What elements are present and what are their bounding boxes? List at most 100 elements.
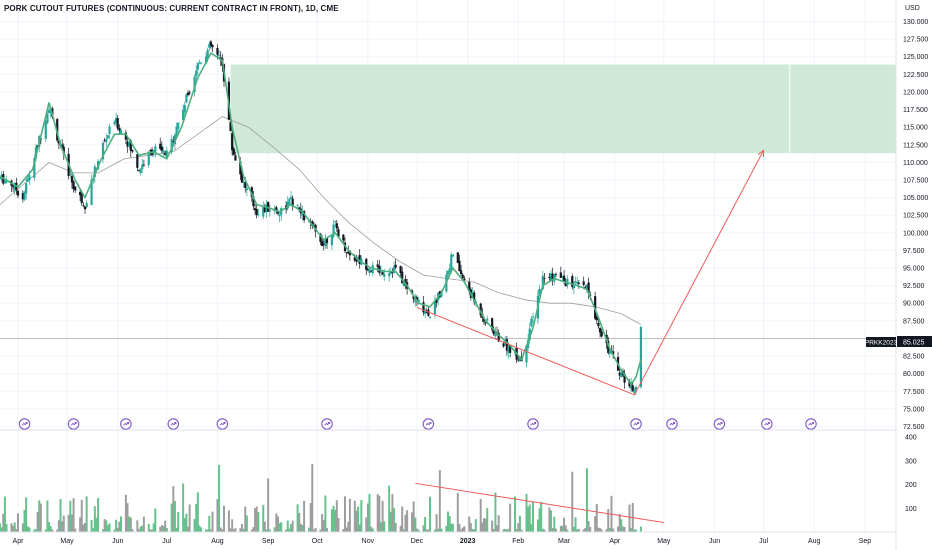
x-tick-label: May	[60, 538, 74, 545]
candle-body	[383, 274, 386, 277]
candle-body	[402, 281, 405, 286]
volume-bar	[0, 527, 3, 532]
candle-body	[597, 323, 600, 327]
candle-body	[417, 299, 420, 303]
volume-bar	[97, 497, 100, 532]
volume-bar	[589, 527, 592, 532]
candle-body	[335, 223, 338, 229]
event-marker-icon	[805, 418, 817, 430]
candle-body	[608, 350, 611, 354]
event-marker-icon	[167, 418, 180, 430]
volume-bar	[337, 518, 340, 532]
candle-body	[612, 351, 615, 355]
candle-body	[321, 240, 324, 246]
candle-body	[424, 310, 427, 314]
candle-body	[3, 180, 7, 184]
currency-label: USD	[905, 5, 920, 12]
event-marker-glyph	[219, 421, 226, 426]
candle-body	[229, 121, 232, 132]
candle-body	[147, 151, 150, 166]
volume-bar	[438, 470, 441, 532]
volume-bar	[13, 522, 16, 532]
x-tick-label: Aug	[211, 538, 224, 545]
event-marker-glyph	[70, 421, 77, 426]
projection-arrow[interactable]	[633, 149, 765, 396]
y-tick-label: 130.000	[903, 19, 928, 26]
candle-body	[628, 381, 631, 387]
volume-bar	[285, 529, 288, 532]
volume-bar	[532, 501, 535, 532]
candle-body	[330, 235, 334, 246]
candle-body	[491, 318, 494, 330]
volume-bar	[437, 528, 440, 532]
volume-bar	[141, 525, 144, 532]
volume-bar	[427, 529, 430, 532]
volume-bar	[450, 523, 453, 532]
candle-body	[571, 276, 574, 287]
volume-bar	[473, 529, 476, 532]
candle-body	[548, 277, 551, 279]
candle-body	[263, 206, 266, 212]
volume-bar	[528, 504, 531, 532]
volume-bar	[46, 500, 49, 532]
volume-bar	[571, 471, 574, 532]
candle-body	[129, 140, 132, 151]
x-tick-label: Nov	[362, 538, 375, 545]
price-tag: 85.025	[897, 336, 932, 347]
y-tick-label: 77.500	[903, 389, 925, 396]
volume-bar	[223, 505, 225, 532]
volume-bar	[399, 525, 402, 532]
x-tick-label: Dec	[411, 538, 424, 545]
volume-bar	[245, 515, 248, 532]
time-axis[interactable]: Apr May Jun Jul Aug Sep Oct Nov Dec 2023 Feb Mar Apr…	[0, 531, 896, 545]
candle-body	[389, 271, 392, 274]
x-tick-label: Jun	[112, 538, 123, 545]
volume-bar	[26, 526, 29, 532]
candle-body	[576, 281, 579, 284]
volume-bar	[383, 521, 386, 532]
event-marker-icon	[527, 418, 539, 430]
volume-bar	[335, 500, 338, 532]
x-tick-label: Apr	[13, 538, 25, 545]
volume-bar	[366, 503, 369, 532]
candle-body	[468, 282, 471, 292]
candle-body	[186, 92, 190, 95]
candle-body	[79, 191, 82, 196]
volume-bar	[314, 528, 317, 532]
candle-body	[105, 138, 108, 143]
volume-bar	[12, 525, 15, 532]
candle-body	[527, 339, 530, 348]
x-tick-label: Jul	[759, 538, 768, 545]
support-line[interactable]	[416, 307, 635, 396]
candle-body	[141, 164, 144, 169]
candle-body	[528, 328, 531, 340]
volume-bar	[170, 503, 173, 532]
volume-bar	[551, 528, 554, 532]
candle-body	[366, 269, 369, 271]
volume-bar	[263, 521, 266, 532]
volume-bar	[200, 527, 203, 532]
volume-bar	[378, 495, 381, 532]
volume-bar	[137, 529, 140, 532]
volume-bar	[301, 525, 304, 532]
volume-bar	[497, 515, 500, 532]
volume-bar	[618, 514, 621, 532]
event-marker-glyph	[808, 421, 815, 426]
volume-bar	[291, 520, 294, 532]
candle-body	[267, 201, 270, 212]
x-tick-label: Sep	[859, 538, 872, 545]
volume-bar	[69, 500, 72, 532]
volume-bar	[188, 504, 191, 532]
x-tick-label: Jun	[709, 538, 720, 545]
volume-bar	[0, 523, 1, 532]
volume-bar	[621, 526, 624, 532]
volume-bar	[268, 529, 271, 532]
event-marker-glyph	[170, 421, 177, 426]
volume-trend-line[interactable]	[415, 482, 664, 523]
volume-bar	[113, 529, 116, 532]
candle-body	[208, 43, 211, 48]
candle-body	[376, 264, 379, 267]
volume-bar	[273, 527, 276, 532]
candle-body	[502, 343, 505, 347]
